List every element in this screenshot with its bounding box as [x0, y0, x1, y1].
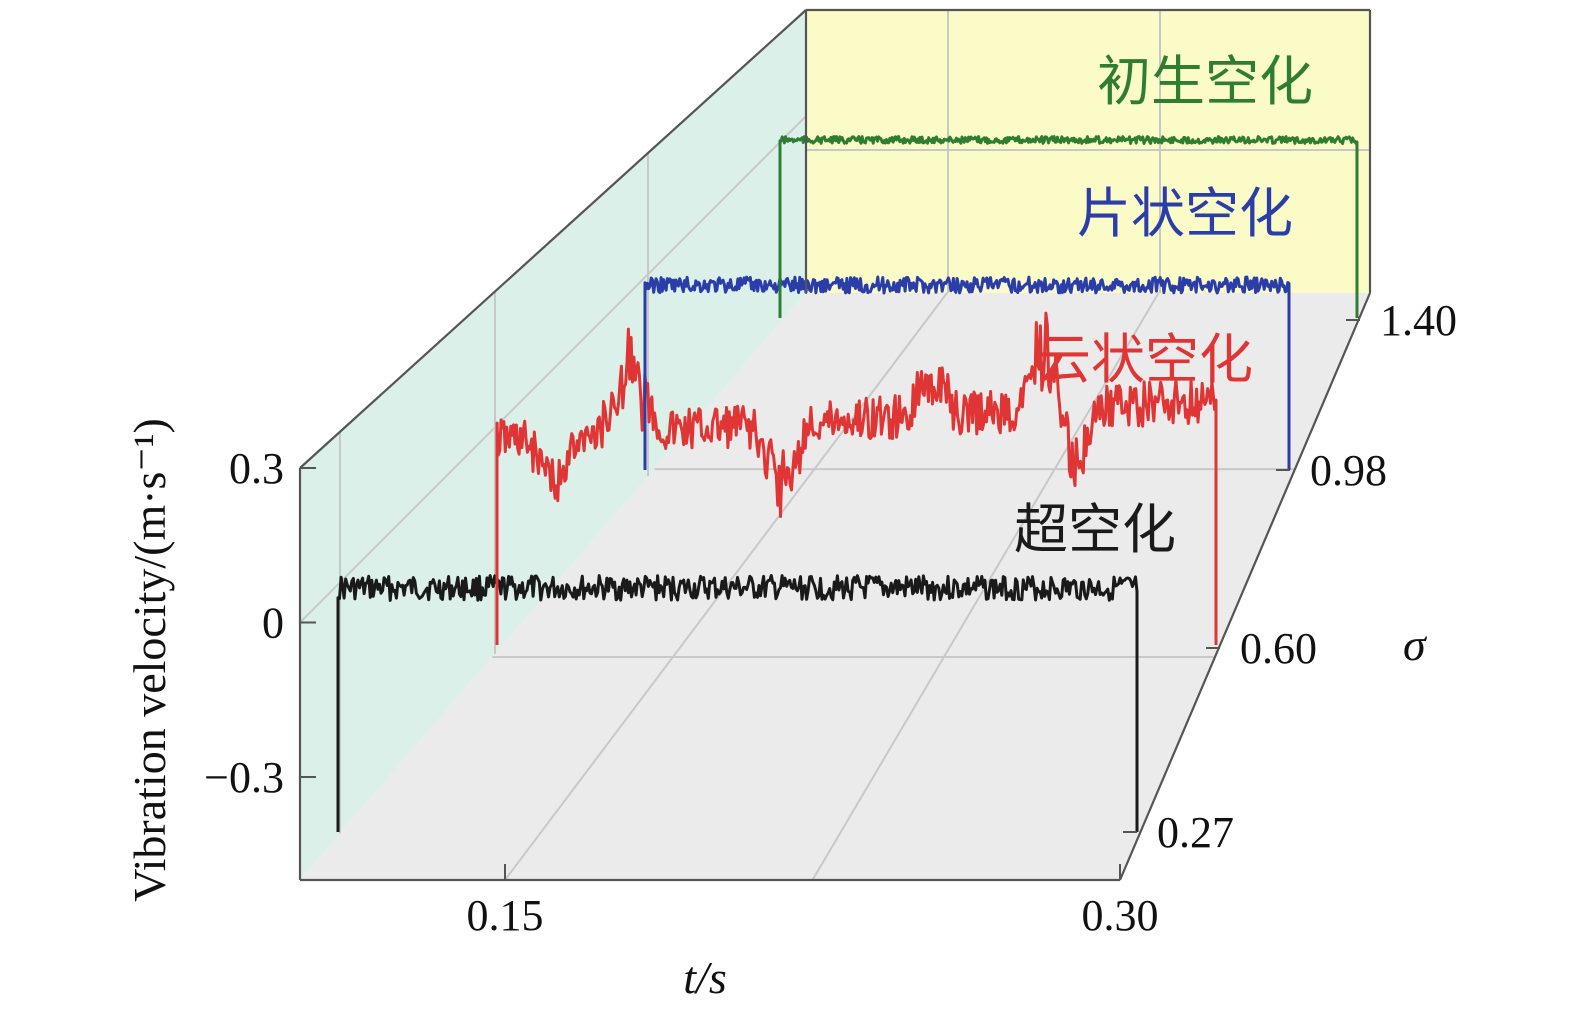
tick-group: 0.30−0.30.15 0.300.270.600.981.40 — [204, 296, 1457, 940]
x-tick-label: 0.15 — [467, 891, 544, 940]
side-grid-h — [299, 115, 807, 624]
top-left-edge — [299, 9, 807, 469]
series-line — [643, 275, 1291, 470]
y-axis-title: Vibration velocity/(m·s⁻¹) — [124, 418, 175, 902]
z-tick-label: 0.27 — [1157, 808, 1234, 857]
x-tick-label: 0.30 — [1082, 891, 1159, 940]
right-depth-edge — [1118, 292, 1372, 881]
series-line — [778, 135, 1359, 318]
series-label: 超空化 — [1014, 498, 1176, 561]
series-labels: 超空化 云状空化 片状空化 初生空化 — [1014, 50, 1313, 561]
series-line — [495, 311, 1218, 645]
z-axis-title: σ — [1403, 619, 1428, 670]
x-axis-title: t/s — [683, 952, 726, 1003]
series-label: 片状空化 — [1077, 182, 1293, 245]
z-tick-label: 0.60 — [1240, 624, 1317, 673]
z-tick-label: 0.98 — [1310, 446, 1387, 495]
series-group — [336, 135, 1359, 832]
y-tick-label: −0.3 — [204, 753, 284, 802]
series-label: 初生空化 — [1097, 50, 1313, 113]
series-label: 云状空化 — [1037, 328, 1253, 391]
axis-frame — [298, 8, 1372, 882]
z-tick-label: 1.40 — [1380, 296, 1457, 345]
series-line — [336, 574, 1139, 832]
side-wall — [300, 10, 806, 880]
y-tick-label: 0.3 — [229, 444, 284, 493]
y-tick-label: 0 — [262, 599, 284, 648]
